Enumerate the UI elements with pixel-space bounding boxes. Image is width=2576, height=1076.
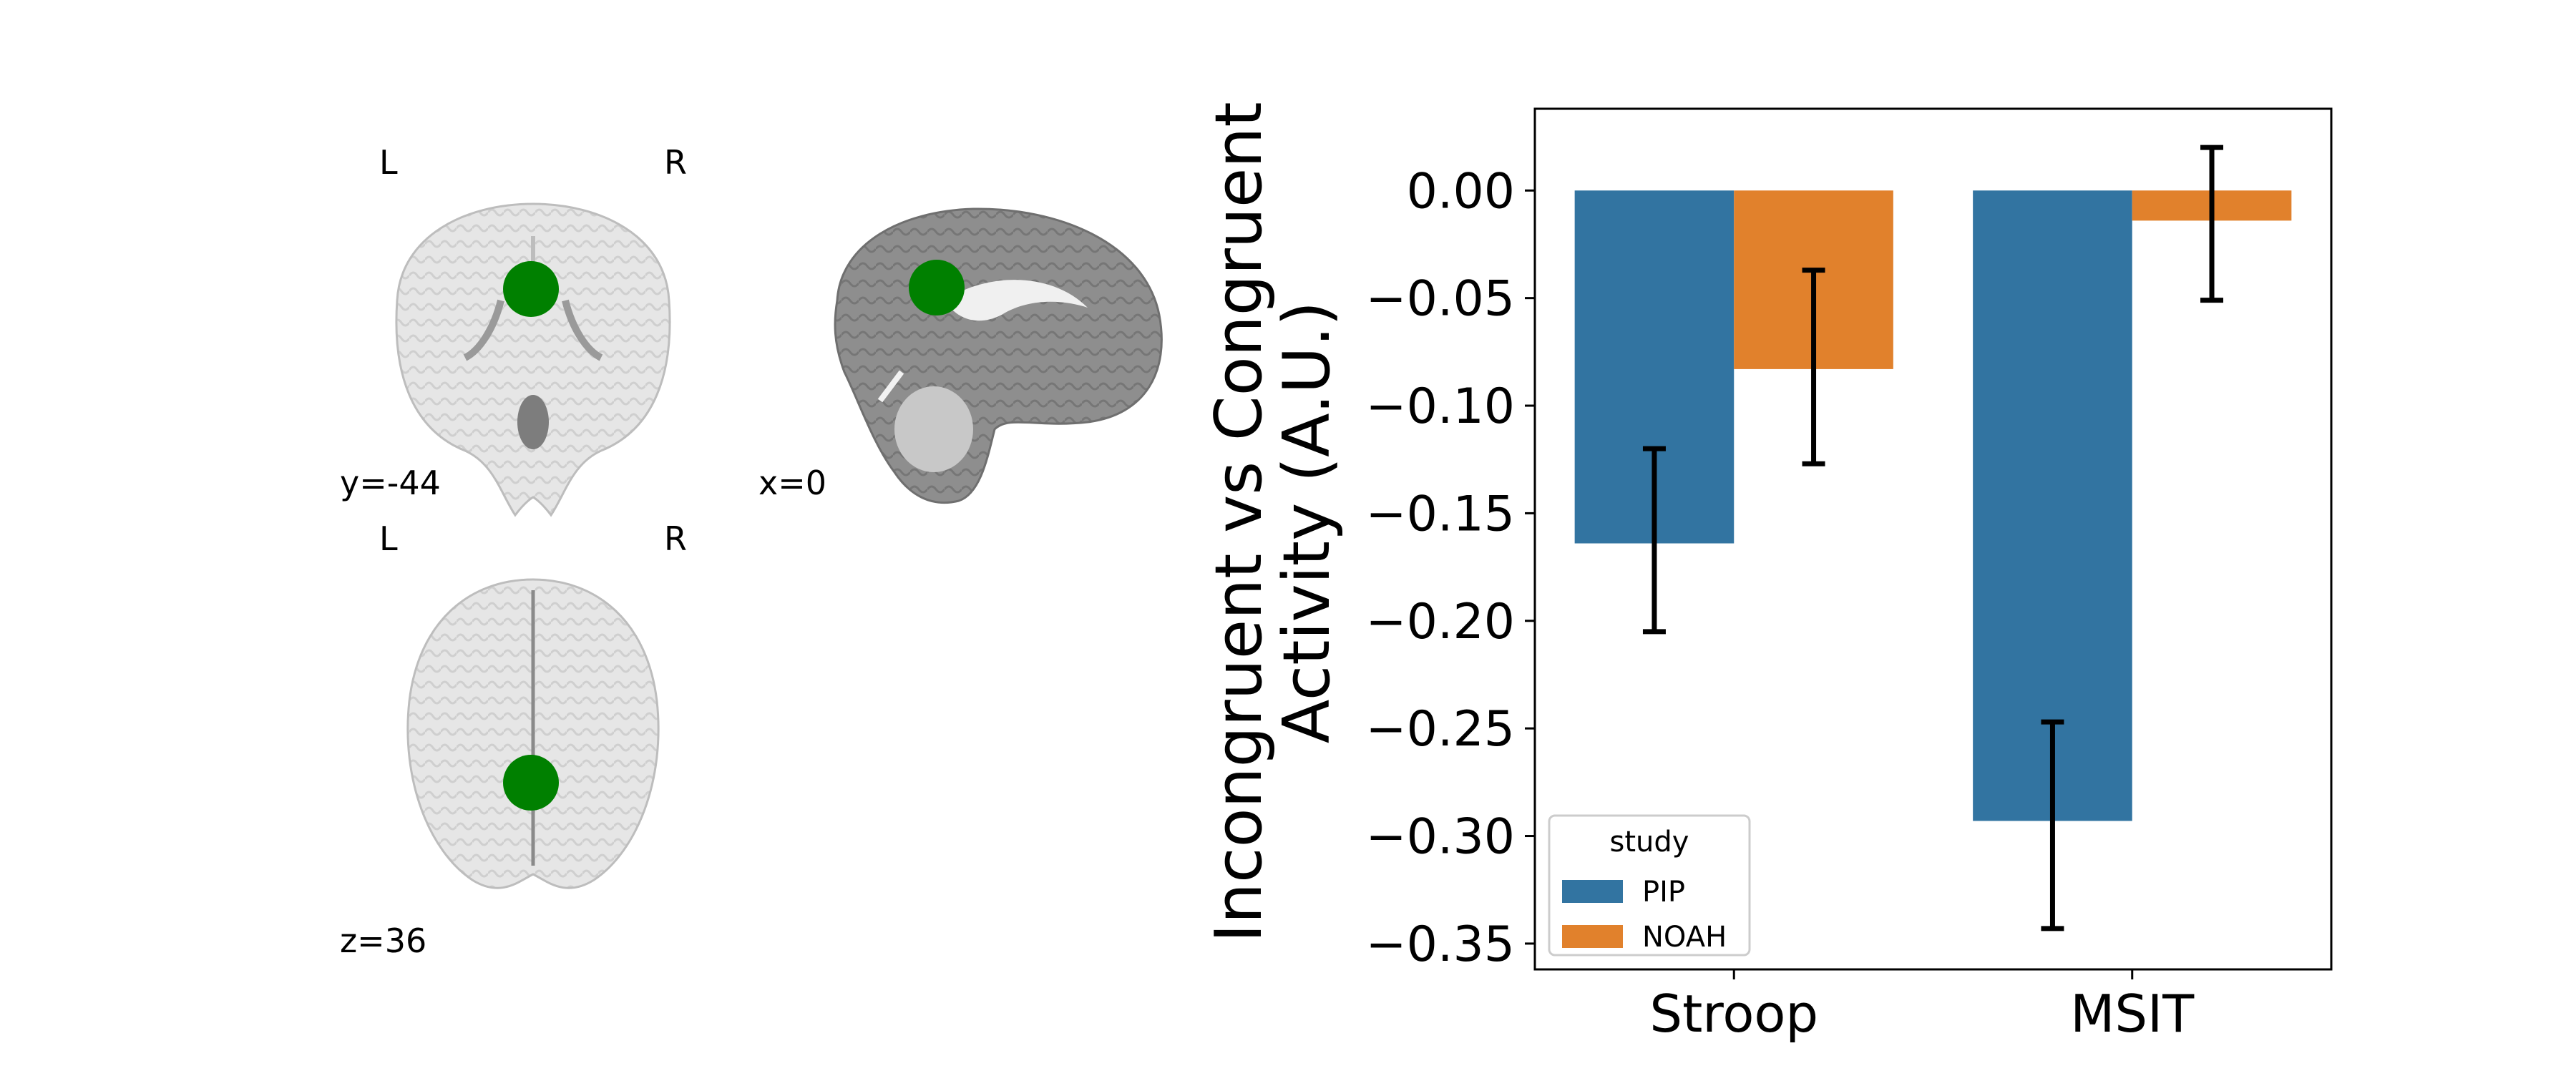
legend-label-pip: PIP (1642, 876, 1685, 909)
legend-swatch-noah (1562, 925, 1623, 948)
axial-right-label: R (664, 519, 687, 558)
legend-title: study (1610, 826, 1689, 859)
y-tick-label: −0.30 (1366, 809, 1515, 866)
chart-bars-group (1574, 190, 2292, 821)
roi-marker-sagittal (909, 260, 965, 316)
x-tick-label: MSIT (2070, 984, 2195, 1044)
axial-slice (406, 578, 660, 889)
plot-frame (1533, 107, 2333, 971)
legend-swatch-pip (1562, 880, 1623, 903)
y-axis-label-line1: Incongruent vs Congruent (1201, 102, 1277, 942)
coronal-coord-label: y=-44 (340, 464, 441, 502)
brain-roi-panel: L R y=-44 x=0 L R z=36 (0, 0, 1181, 1073)
y-tick-label: −0.20 (1366, 594, 1515, 650)
coronal-slice (395, 202, 671, 517)
roi-marker-axial (503, 755, 559, 811)
error-bar-pip-stroop (1642, 446, 1666, 635)
y-axis-ticks: 0.00 −0.05 −0.10 −0.15 −0.20 −0.25 −0.30 −0.35 (1366, 163, 1535, 973)
y-tick-label: −0.15 (1366, 486, 1515, 542)
axial-coord-label: z=36 (340, 921, 427, 960)
coronal-right-label: R (664, 143, 687, 182)
error-bar-pip-msit (2041, 719, 2064, 931)
y-tick-label: −0.10 (1366, 378, 1515, 435)
y-tick-label: −0.35 (1366, 916, 1515, 973)
chart-error-bars-group (1642, 145, 2224, 931)
error-bar-noah-stroop (1802, 268, 1825, 466)
axial-left-label: L (379, 519, 398, 558)
y-tick-label: −0.25 (1366, 701, 1515, 758)
y-tick-label: 0.00 (1407, 163, 1515, 220)
y-axis-label-line2: Activity (A.U.) (1269, 301, 1345, 744)
brain-slices (395, 202, 1163, 889)
roi-marker-coronal (503, 261, 559, 317)
legend-box (1548, 814, 1751, 957)
x-axis-ticks: Stroop MSIT (1649, 969, 2195, 1044)
legend: study PIP NOAH (1548, 814, 1751, 957)
legend-label-noah: NOAH (1642, 921, 1727, 954)
sagittal-coord-label: x=0 (758, 464, 827, 502)
coronal-left-label: L (379, 143, 398, 182)
error-bar-noah-msit (2200, 145, 2224, 303)
y-tick-label: −0.05 (1366, 271, 1515, 328)
x-tick-label: Stroop (1649, 984, 1818, 1044)
bar-pip-msit (1973, 190, 2132, 821)
sagittal-slice (834, 207, 1163, 504)
legend-entries: PIP NOAH (1562, 876, 1727, 954)
